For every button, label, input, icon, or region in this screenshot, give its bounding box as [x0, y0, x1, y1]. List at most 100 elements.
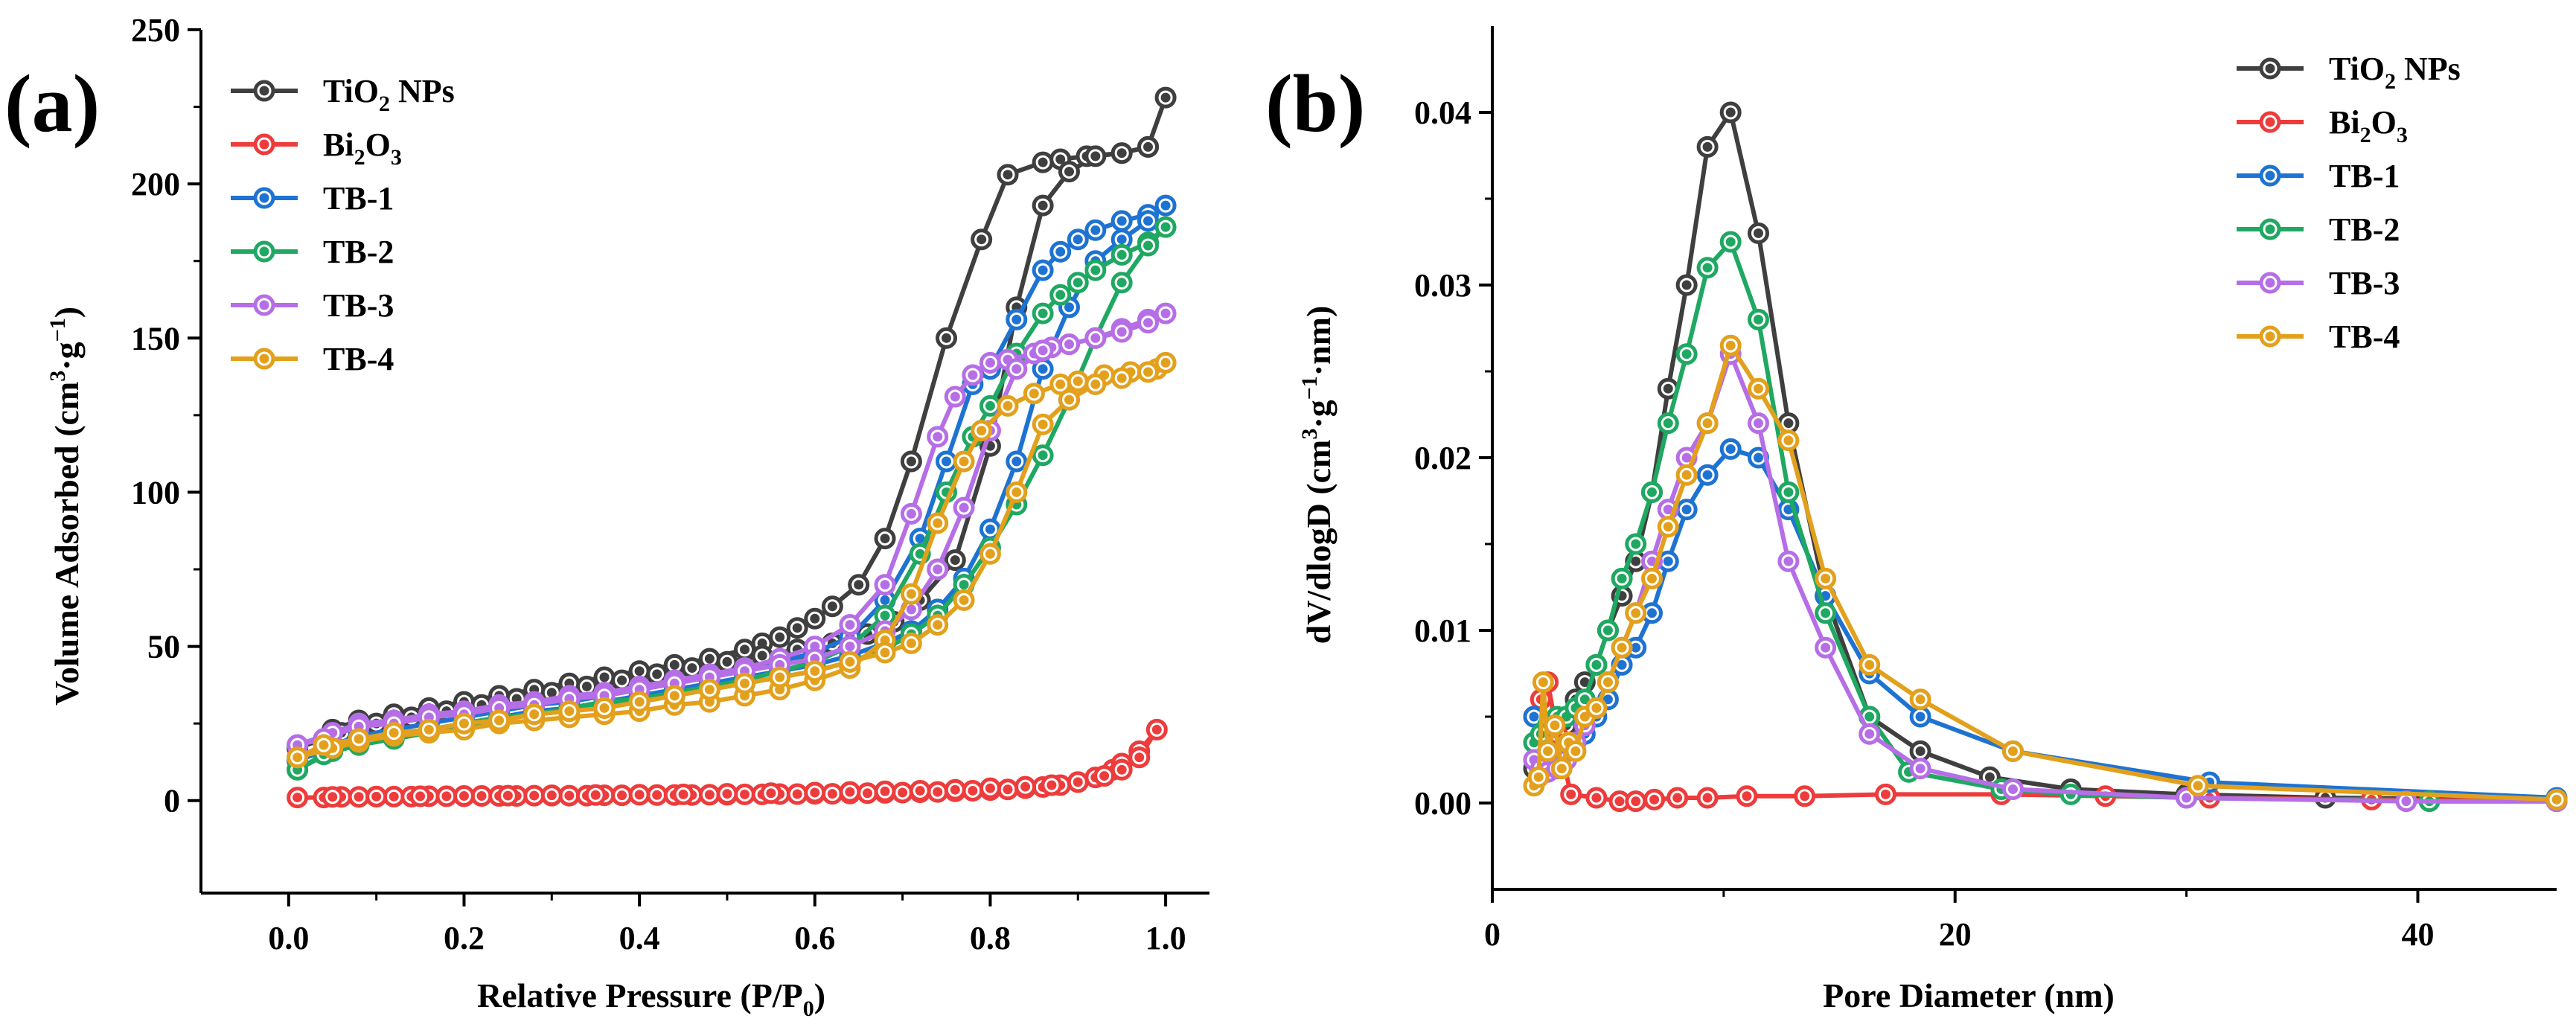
panel-a-data-point-core: [1160, 200, 1171, 211]
panel-b-data-point-core: [1754, 383, 1763, 394]
panel-a-data-point-core: [933, 518, 943, 528]
panel-b-data-point-core: [1702, 418, 1713, 429]
panel-b-x-tick-label: 40: [2401, 916, 2434, 953]
panel-a-legend-marker-core: [259, 139, 269, 150]
panel-a-xlabel-tail: ): [814, 976, 825, 1014]
panel-a-data-point-core: [1003, 170, 1013, 180]
panel-a-data-point-core: [617, 790, 627, 801]
panel-a-data-point-core: [915, 548, 925, 559]
panel-b-data-point-core: [1681, 470, 1692, 480]
panel-b-legend-label: TB-3: [2329, 265, 2400, 301]
panel-a-data-point-core: [933, 620, 943, 630]
panel-a-data-point-core: [1116, 373, 1127, 383]
panel-a-data-point-core: [933, 432, 943, 442]
panel-a-data-point-core: [1116, 234, 1127, 245]
panel-a-data-point-core: [862, 788, 872, 799]
panel-b-legend-label: TiO2 NPs: [2329, 51, 2461, 94]
panel-a-data-point-core: [977, 426, 987, 436]
panel-a-data-point-core: [1073, 777, 1083, 787]
panel-a-data-point-core: [546, 790, 557, 801]
panel-b-data-point-core: [1631, 608, 1641, 618]
panel-a-data-point-core: [1116, 216, 1127, 226]
panel-b-chart: (b) dV/dlogD (cm3·g−1·nm) Pore Diameter …: [1265, 26, 2568, 1014]
panel-b-data-point-core: [1800, 791, 1810, 802]
panel-b-data-point-core: [1663, 418, 1673, 429]
panel-a-y-tick-label: 200: [131, 166, 180, 202]
panel-b-x-axis-title: Pore Diameter (nm): [1823, 976, 2115, 1014]
panel-a-data-point-core: [906, 638, 916, 648]
panel-a-data-point-core: [968, 785, 978, 796]
panel-b-data-point-core: [1702, 470, 1713, 480]
panel-a-data-point-core: [845, 656, 855, 667]
panel-b-x-tick-label: 20: [1939, 916, 1972, 953]
panel-b-data-point-core: [2401, 796, 2412, 807]
panel-b-data-point-core: [1631, 796, 1641, 807]
panel-b-data-point-core: [1591, 703, 1602, 713]
panel-a-data-point-core: [1011, 487, 1022, 497]
panel-a-x-tick-label: 0.6: [794, 920, 835, 956]
panel-a-data-point-core: [441, 791, 452, 802]
panel-b-data-point-core: [1702, 793, 1713, 803]
panel-b-data-point-core: [1754, 314, 1763, 324]
panel-a-data-point-core: [634, 697, 645, 707]
panel-a-data-point-core: [775, 672, 785, 682]
panel-a-data-point-core: [845, 787, 855, 797]
panel-a-data-point-core: [906, 456, 916, 467]
panel-a-data-point-core: [1073, 278, 1083, 288]
panel-b-data-point-core: [1702, 263, 1713, 273]
panel-a-data-point-core: [704, 653, 715, 664]
panel-b-data-point-core: [1566, 789, 1576, 799]
panel-a-data-point-core: [1116, 327, 1127, 337]
panel-b-data-point-core: [1550, 720, 1560, 731]
panel-a-data-point-core: [1160, 308, 1171, 319]
panel-b-data-point-core: [2007, 746, 2018, 756]
panel-b-data-point-core: [1681, 280, 1692, 290]
panel-a-data-point-core: [1011, 364, 1022, 374]
panel-b-data-point-core: [1533, 772, 1544, 782]
panel-b-data-point-core: [1617, 659, 1627, 670]
panel-a-data-point-core: [722, 656, 732, 667]
panel-a-data-point-core: [634, 790, 645, 800]
panel-a-data-point-core: [915, 785, 925, 796]
panel-b-data-point-core: [1681, 452, 1692, 463]
panel-a-data-point-core: [845, 620, 855, 630]
panel-b-data-point-core: [1579, 694, 1590, 705]
panel-a-data-point-core: [1116, 764, 1127, 775]
panel-a-data-point-core: [634, 666, 645, 676]
panel-a-label: (a): [4, 58, 100, 149]
panel-b-legend-label: TB-1: [2329, 158, 2400, 194]
panel-a-data-point-core: [1046, 780, 1057, 790]
panel-a-data-point-core: [1055, 154, 1066, 164]
panel-a-data-point-core: [827, 601, 837, 612]
panel-a-data-point-core: [1038, 308, 1048, 319]
panel-a-data-point-core: [1160, 222, 1171, 232]
panel-b-data-point-core: [1538, 677, 1548, 688]
panel-b-data-point-core: [1579, 677, 1590, 688]
panel-a-data-point-core: [617, 675, 627, 685]
panel-a-data-point-core: [880, 647, 890, 658]
panel-a-data-point-core: [599, 672, 610, 682]
panel-b-data-point-core: [1631, 556, 1641, 566]
panel-b-data-point-core: [1570, 746, 1581, 756]
panel-a-data-point-core: [494, 715, 505, 726]
panel-a-data-point-core: [1003, 784, 1013, 795]
panel-b-y-tick-label: 0.02: [1414, 440, 1471, 476]
panel-a-data-point-core: [1064, 302, 1074, 313]
panel-a-ylabel-sup2: −1: [45, 318, 70, 342]
panel-b-series-line: [1532, 240, 2557, 804]
panel-b-series-tb-4: [1523, 334, 2568, 810]
panel-a-data-point-core: [757, 650, 767, 661]
panel-a-legend-label: TiO2 NPs: [323, 73, 455, 116]
panel-b-data-point-core: [1783, 435, 1794, 446]
panel-b-data-point-core: [1602, 625, 1613, 636]
panel-a-data-point-core: [775, 632, 785, 642]
panel-a-data-point-core: [1143, 318, 1154, 328]
panel-a-data-point-core: [581, 681, 592, 691]
panel-a-data-point-core: [1038, 157, 1048, 167]
panel-a-ylabel-mid: ·g: [48, 342, 86, 370]
panel-a-data-point-core: [389, 728, 399, 738]
panel-a-x-tick-label: 1.0: [1145, 920, 1186, 956]
panel-b-data-point-core: [1783, 487, 1794, 497]
panel-b-legend-marker-core: [2265, 63, 2275, 74]
